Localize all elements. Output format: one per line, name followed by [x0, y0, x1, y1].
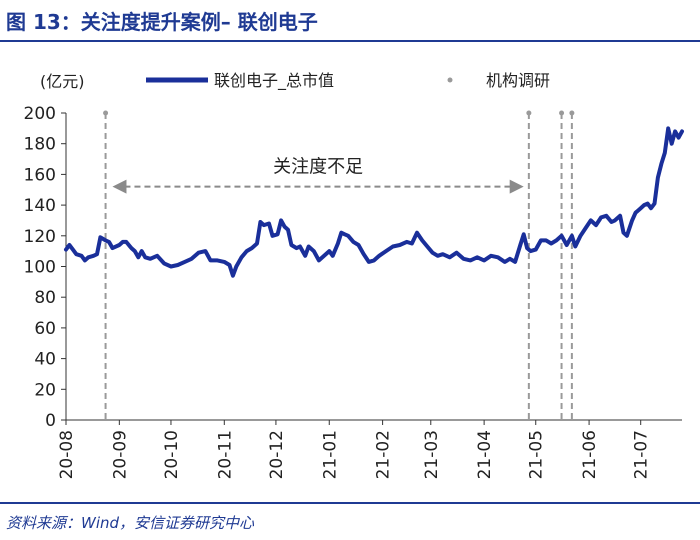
survey-marker-dot: [559, 110, 565, 116]
y-tick-label: 200: [24, 104, 56, 124]
x-tick-label: 21-02: [374, 430, 394, 479]
series-line: [64, 126, 684, 278]
y-tick-label: 100: [24, 258, 56, 278]
y-tick-label: 80: [34, 288, 56, 308]
x-axis-ticks: 20-08 20-09 20-10 20-11 20-12 21-01 21-02 21-03…: [57, 420, 652, 479]
x-tick-label: 21-03: [422, 430, 442, 479]
y-tick-label: 40: [34, 350, 56, 370]
x-tick-label: 21-04: [475, 430, 495, 479]
x-tick-label: 21-07: [632, 430, 652, 479]
figure-title: 图 13：关注度提升案例– 联创电子: [6, 10, 318, 34]
y-axis-ticks: 0 20 40 60 80 100 120 140 160 180 200: [24, 104, 66, 431]
x-tick-label: 20-10: [162, 430, 182, 479]
y-axis-label: (亿元): [40, 72, 85, 91]
y-tick-label: 20: [34, 380, 56, 400]
y-tick-label: 140: [24, 196, 56, 216]
x-tick-label: 21-05: [527, 430, 547, 479]
survey-marker-dot: [103, 110, 109, 116]
chart-axes: [65, 113, 682, 421]
legend-marker-label: 机构调研: [486, 71, 550, 90]
legend-line-label: 联创电子_总市值: [214, 71, 334, 91]
y-tick-label: 180: [24, 135, 56, 155]
survey-marker-dot: [569, 110, 575, 116]
annotation-arrow-head-right: [509, 179, 524, 194]
y-tick-label: 0: [45, 411, 56, 431]
y-tick-label: 160: [24, 165, 56, 185]
y-tick-label: 60: [34, 319, 56, 339]
legend-marker-swatch: [447, 77, 453, 83]
figure-footer: 资料来源：Wind，安信证券研究中心: [0, 502, 700, 540]
x-tick-label: 20-11: [215, 430, 235, 479]
legend: 联创电子_总市值 机构调研: [146, 71, 550, 91]
figure-source: 资料来源：Wind，安信证券研究中心: [6, 514, 255, 532]
survey-markers: [103, 110, 575, 420]
survey-marker-dot: [526, 110, 532, 116]
figure-header: 图 13：关注度提升案例– 联创电子: [0, 0, 700, 42]
x-tick-label: 20-09: [110, 430, 130, 479]
annotation-label: 关注度不足: [273, 157, 363, 178]
x-tick-label: 21-01: [320, 430, 340, 479]
x-tick-label: 20-12: [267, 430, 287, 479]
annotation-arrow-head-left: [112, 179, 127, 194]
x-tick-label: 21-06: [580, 430, 600, 479]
y-tick-label: 120: [24, 227, 56, 247]
annotation-group: 关注度不足: [112, 157, 524, 194]
x-tick-label: 20-08: [57, 430, 77, 479]
